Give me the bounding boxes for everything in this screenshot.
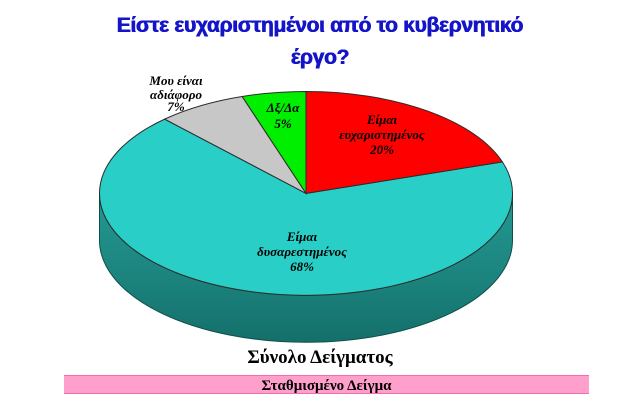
svg-text:Δξ/Δα: Δξ/Δα bbox=[266, 100, 301, 115]
svg-text:7%: 7% bbox=[167, 99, 185, 114]
svg-text:68%: 68% bbox=[290, 259, 314, 274]
svg-text:Είμαι: Είμαι bbox=[366, 112, 398, 127]
svg-text:δυσαρεστημένος: δυσαρεστημένος bbox=[257, 244, 347, 259]
svg-text:ευχαριστημένος: ευχαριστημένος bbox=[339, 127, 425, 142]
svg-text:Μου είναι: Μου είναι bbox=[148, 73, 203, 88]
svg-text:Είμαι: Είμαι bbox=[286, 229, 318, 244]
svg-text:5%: 5% bbox=[274, 116, 292, 131]
svg-text:20%: 20% bbox=[369, 142, 394, 157]
